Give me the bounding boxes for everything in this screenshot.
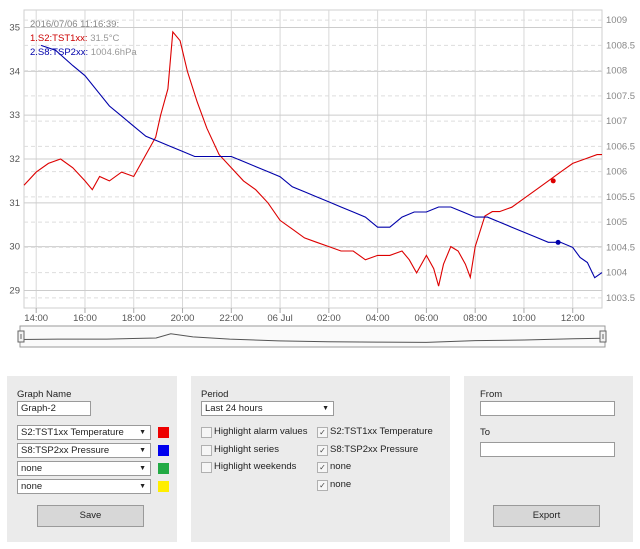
dropdown-arrow-icon: ▼ [139,483,146,490]
graph-name-input[interactable]: Graph-2 [17,401,91,416]
left-y-tick-label: 34 [9,66,20,77]
highlight-series-label: Highlight series [214,444,279,455]
x-tick-label: 10:00 [512,313,536,324]
series-4-color-swatch[interactable] [158,481,169,492]
series-1-visible-label: S2:TST1xx Temperature [330,426,433,437]
navigator-line [20,333,604,343]
to-date-input[interactable] [480,442,615,457]
x-tick-label: 18:00 [122,313,146,324]
right-y-tick-label: 1009 [606,15,627,26]
right-y-tick-label: 1007 [606,116,627,127]
right-y-tick-label: 1006.5 [606,141,635,152]
x-tick-label: 12:00 [561,313,585,324]
series-1-select-value: S2:TST1xx Temperature [21,427,124,438]
series-2-visible-label: S8:TSP2xx Pressure [330,444,419,455]
series-2-color-swatch[interactable] [158,445,169,456]
highlight-alarm-values-label: Highlight alarm values [214,426,308,437]
left-y-tick-label: 31 [9,198,20,209]
right-y-tick-label: 1004.5 [606,242,635,253]
series-2-select[interactable]: S8:TSP2xx Pressure ▼ [17,443,151,458]
right-y-tick-label: 1008.5 [606,40,635,51]
series-3-select[interactable]: none ▼ [17,461,151,476]
right-y-tick-label: 1008 [606,66,627,77]
display-options-panel: Period Last 24 hours ▼ Highlight alarm va… [191,376,450,542]
period-select[interactable]: Last 24 hours ▼ [201,401,334,416]
dropdown-arrow-icon: ▼ [139,447,146,454]
x-tick-label: 14:00 [24,313,48,324]
series-1-select[interactable]: S2:TST1xx Temperature ▼ [17,425,151,440]
right-y-tick-label: 1007.5 [606,91,635,102]
save-button[interactable]: Save [37,505,144,527]
series-marker-2 [555,239,561,245]
series-4-visible-checkbox[interactable]: ✓ [317,480,328,491]
x-tick-label: 02:00 [317,313,341,324]
series-4-visible-label: none [330,479,352,490]
tooltip-series-value: 1004.6hPa [90,47,137,58]
x-tick-label: 06:00 [415,313,439,324]
tooltip-timestamp: 2016/07/06 11:16:39: [30,19,120,30]
right-y-tick-label: 1005.5 [606,192,635,203]
date-range-panel: From To Export [464,376,633,542]
left-y-tick-label: 30 [9,242,20,253]
dropdown-arrow-icon: ▼ [139,429,146,436]
left-y-tick-label: 29 [9,285,20,296]
left-y-tick-label: 32 [9,154,20,165]
series-1-visible-checkbox[interactable]: ✓ [317,427,328,438]
series-settings-panel: Graph Name Graph-2 S2:TST1xx Temperature… [7,376,177,542]
dropdown-arrow-icon: ▼ [139,465,146,472]
left-y-tick-label: 33 [9,110,20,121]
series-4-select[interactable]: none ▼ [17,479,151,494]
x-tick-label: 20:00 [171,313,195,324]
left-y-tick-label: 35 [9,23,20,34]
period-select-value: Last 24 hours [205,403,263,414]
series-line-2 [40,44,603,279]
series-4-select-value: none [21,481,43,492]
right-y-tick-label: 1005 [606,217,627,228]
export-button[interactable]: Export [493,505,600,527]
series-3-select-value: none [21,463,43,474]
series-marker-1 [550,178,556,184]
series-3-color-swatch[interactable] [158,463,169,474]
x-tick-label: 08:00 [463,313,487,324]
highlight-weekends-checkbox[interactable] [201,462,212,473]
line-chart: 14:00 16:00 18:00 20:00 22:00 06 Jul 02:00 04:0… [9,9,635,348]
tooltip-entry-temperature: 1.S2:TST1xx: 31.5°C [30,32,119,45]
tooltip-series-label: 1.S2:TST1xx: [30,33,88,44]
tooltip-series-label: 2.S8:TSP2xx: [30,47,89,58]
x-tick-label: 06 Jul [267,313,292,324]
right-y-tick-label: 1003.5 [606,293,635,304]
tooltip-series-value: 31.5°C [90,33,120,44]
highlight-alarm-values-checkbox[interactable] [201,427,212,438]
series-2-visible-checkbox[interactable]: ✓ [317,445,328,456]
series-line-1 [23,30,602,287]
series-3-visible-checkbox[interactable]: ✓ [317,462,328,473]
from-date-input[interactable] [480,401,615,416]
highlight-weekends-label: Highlight weekends [214,461,297,472]
tooltip-entry-pressure: 2.S8:TSP2xx: 1004.6hPa [30,46,137,59]
series-1-color-swatch[interactable] [158,427,169,438]
dropdown-arrow-icon: ▼ [322,405,329,412]
graph-name-label: Graph Name [17,389,72,400]
x-tick-label: 22:00 [219,313,243,324]
series-2-select-value: S8:TSP2xx Pressure [21,445,110,456]
right-y-tick-label: 1004 [606,268,627,279]
navigator-frame [19,325,606,348]
x-tick-label: 04:00 [366,313,390,324]
from-label: From [480,389,503,400]
chart-area: 14:00 16:00 18:00 20:00 22:00 06 Jul 02:00 04:0… [9,9,635,348]
to-label: To [480,427,491,438]
highlight-series-checkbox[interactable] [201,445,212,456]
series-3-visible-label: none [330,461,352,472]
period-label: Period [201,389,229,400]
right-y-tick-label: 1006 [606,167,627,178]
x-tick-label: 16:00 [73,313,97,324]
